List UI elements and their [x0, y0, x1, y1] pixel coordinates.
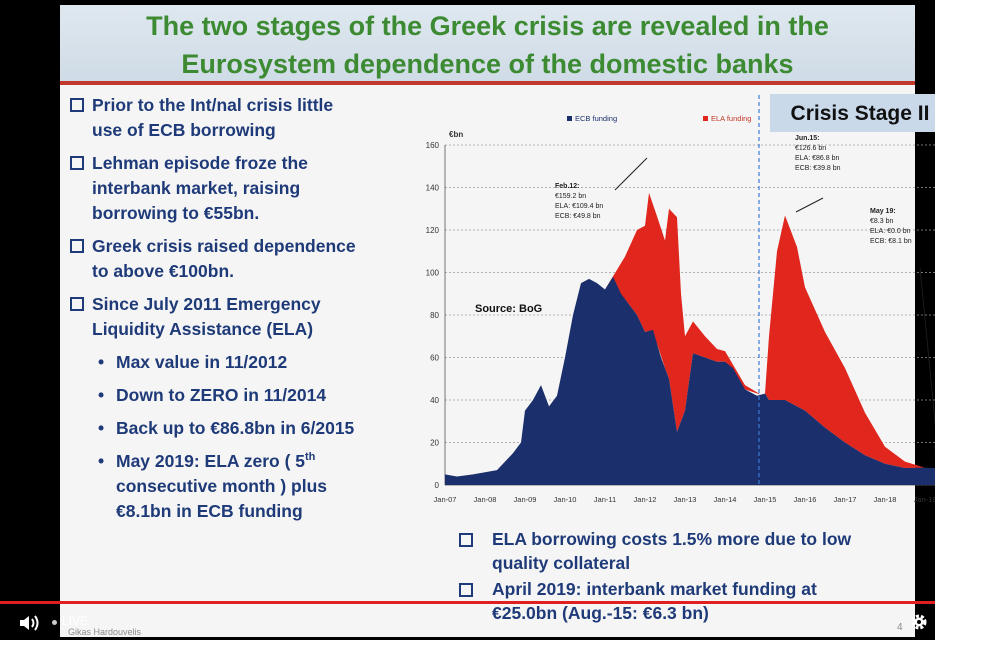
ecb-funding-area — [445, 276, 935, 485]
dot-bullet-icon: • — [98, 418, 105, 438]
slide-title-line-1: The two stages of the Greek crisis are r… — [146, 11, 829, 41]
slide-page-number: 4 — [897, 622, 903, 633]
slide-title: The two stages of the Greek crisis are r… — [60, 7, 915, 83]
checkbox-bullet-icon — [70, 239, 84, 253]
x-tick-label: Jan-10 — [554, 495, 577, 504]
x-tick-label: Jan-19 — [914, 495, 935, 504]
checkbox-bullet-icon — [70, 98, 84, 112]
bullet-list: Prior to the Int/nal crisis little use o… — [68, 93, 368, 532]
gear-icon[interactable] — [909, 612, 929, 632]
x-tick-label: Jan-14 — [714, 495, 737, 504]
presenter-name: Gikas Hardouvelis — [68, 627, 142, 637]
slide-title-band — [60, 5, 915, 81]
sub-bullet-item: • Back up to €86.8bn in 6/2015 — [68, 416, 368, 441]
y-tick-label: 160 — [426, 141, 440, 150]
checkbox-bullet-icon — [459, 583, 473, 597]
source-label: Source: BoG — [475, 303, 542, 315]
annotation-text: €159.2 bn — [555, 193, 586, 200]
checkbox-bullet-icon — [70, 156, 84, 170]
bullet-item: Prior to the Int/nal crisis little use o… — [68, 93, 368, 143]
annotation-text: ELA: €0.0 bn — [870, 228, 911, 235]
y-tick-label: 0 — [435, 481, 440, 490]
slide: The two stages of the Greek crisis are r… — [60, 5, 935, 637]
x-tick-label: Jan-09 — [514, 495, 537, 504]
x-tick-label: Jan-17 — [834, 495, 857, 504]
y-tick-label: 140 — [426, 184, 440, 193]
legend-label-ela: ELA funding — [711, 114, 751, 123]
x-tick-label: Jan-13 — [674, 495, 697, 504]
annotation-arrow — [795, 197, 824, 213]
x-tick-label: Jan-12 — [634, 495, 657, 504]
stage-label: Crisis Stage II — [791, 102, 930, 125]
checkbox-bullet-icon — [70, 297, 84, 311]
live-label[interactable]: LIVE — [62, 614, 89, 628]
x-tick-label: Jan-15 — [754, 495, 777, 504]
y-tick-label: 120 — [426, 226, 440, 235]
x-tick-label: Jan-08 — [474, 495, 497, 504]
legend-swatch-ecb — [567, 116, 572, 121]
title-divider — [60, 81, 915, 85]
funding-chart: 0 20 40 60 80 100 120 140 160 €bn Jan-07 Jan-08 Jan-… — [426, 94, 935, 504]
annotation-text: ECB: €49.8 bn — [555, 213, 601, 220]
annotation-text: Feb.12: — [555, 183, 580, 190]
slide-title-line-2: Eurosystem dependence of the domestic ba… — [181, 49, 794, 79]
dot-bullet-icon: • — [98, 385, 105, 405]
bullet-item: Since July 2011 Emergency Liquidity Assi… — [68, 292, 368, 342]
sub-bullet-item: • Max value in 11/2012 — [68, 350, 368, 375]
progress-bar[interactable] — [0, 601, 935, 604]
annotation-text: ELA: €109.4 bn — [555, 203, 603, 210]
y-tick-label: 60 — [430, 354, 439, 363]
sub-bullet-item: • Down to ZERO in 11/2014 — [68, 383, 368, 408]
y-tick-label: 40 — [430, 396, 439, 405]
y-tick-label: 80 — [430, 311, 439, 320]
dot-bullet-icon: • — [98, 451, 105, 471]
annotation-text: Jun.15: — [795, 135, 820, 142]
bullet-item: Greek crisis raised dependence to above … — [68, 234, 368, 284]
annotation-arrowhead — [933, 445, 935, 449]
x-tick-label: Jan-07 — [434, 495, 457, 504]
live-indicator-icon — [52, 620, 57, 625]
y-tick-label: 100 — [426, 269, 440, 278]
annotation-text: ECB: €8.1 bn — [870, 238, 912, 245]
stage-label-box — [770, 94, 935, 132]
annotation-text: May 19: — [870, 208, 896, 215]
checkbox-bullet-icon — [459, 533, 473, 547]
ela-funding-area — [605, 192, 935, 468]
x-tick-label: Jan-16 — [794, 495, 817, 504]
speaker-icon[interactable] — [18, 613, 42, 633]
x-tick-label: Jan-18 — [874, 495, 897, 504]
y-tick-label: 20 — [430, 439, 439, 448]
annotation-arrow — [614, 157, 648, 191]
sub-bullet-item: • May 2019: ELA zero ( 5th consecutive mo… — [98, 451, 327, 521]
legend-swatch-ela — [703, 116, 708, 121]
x-tick-label: Jan-11 — [594, 495, 616, 504]
bullet-item: Lehman episode froze the interbank marke… — [68, 151, 368, 226]
annotation-text: ELA: €86.8 bn — [795, 155, 839, 162]
video-player[interactable]: The two stages of the Greek crisis are r… — [0, 0, 935, 640]
annotation-text: €8.3 bn — [870, 218, 893, 225]
legend-label-ecb: ECB funding — [575, 114, 617, 123]
annotation-arrow — [919, 267, 935, 426]
dot-bullet-icon: • — [98, 352, 105, 372]
annotation-text: ECB: €39.8 bn — [795, 165, 841, 172]
y-unit-label: €bn — [449, 130, 463, 139]
annotation-text: €126.6 bn — [795, 145, 826, 152]
